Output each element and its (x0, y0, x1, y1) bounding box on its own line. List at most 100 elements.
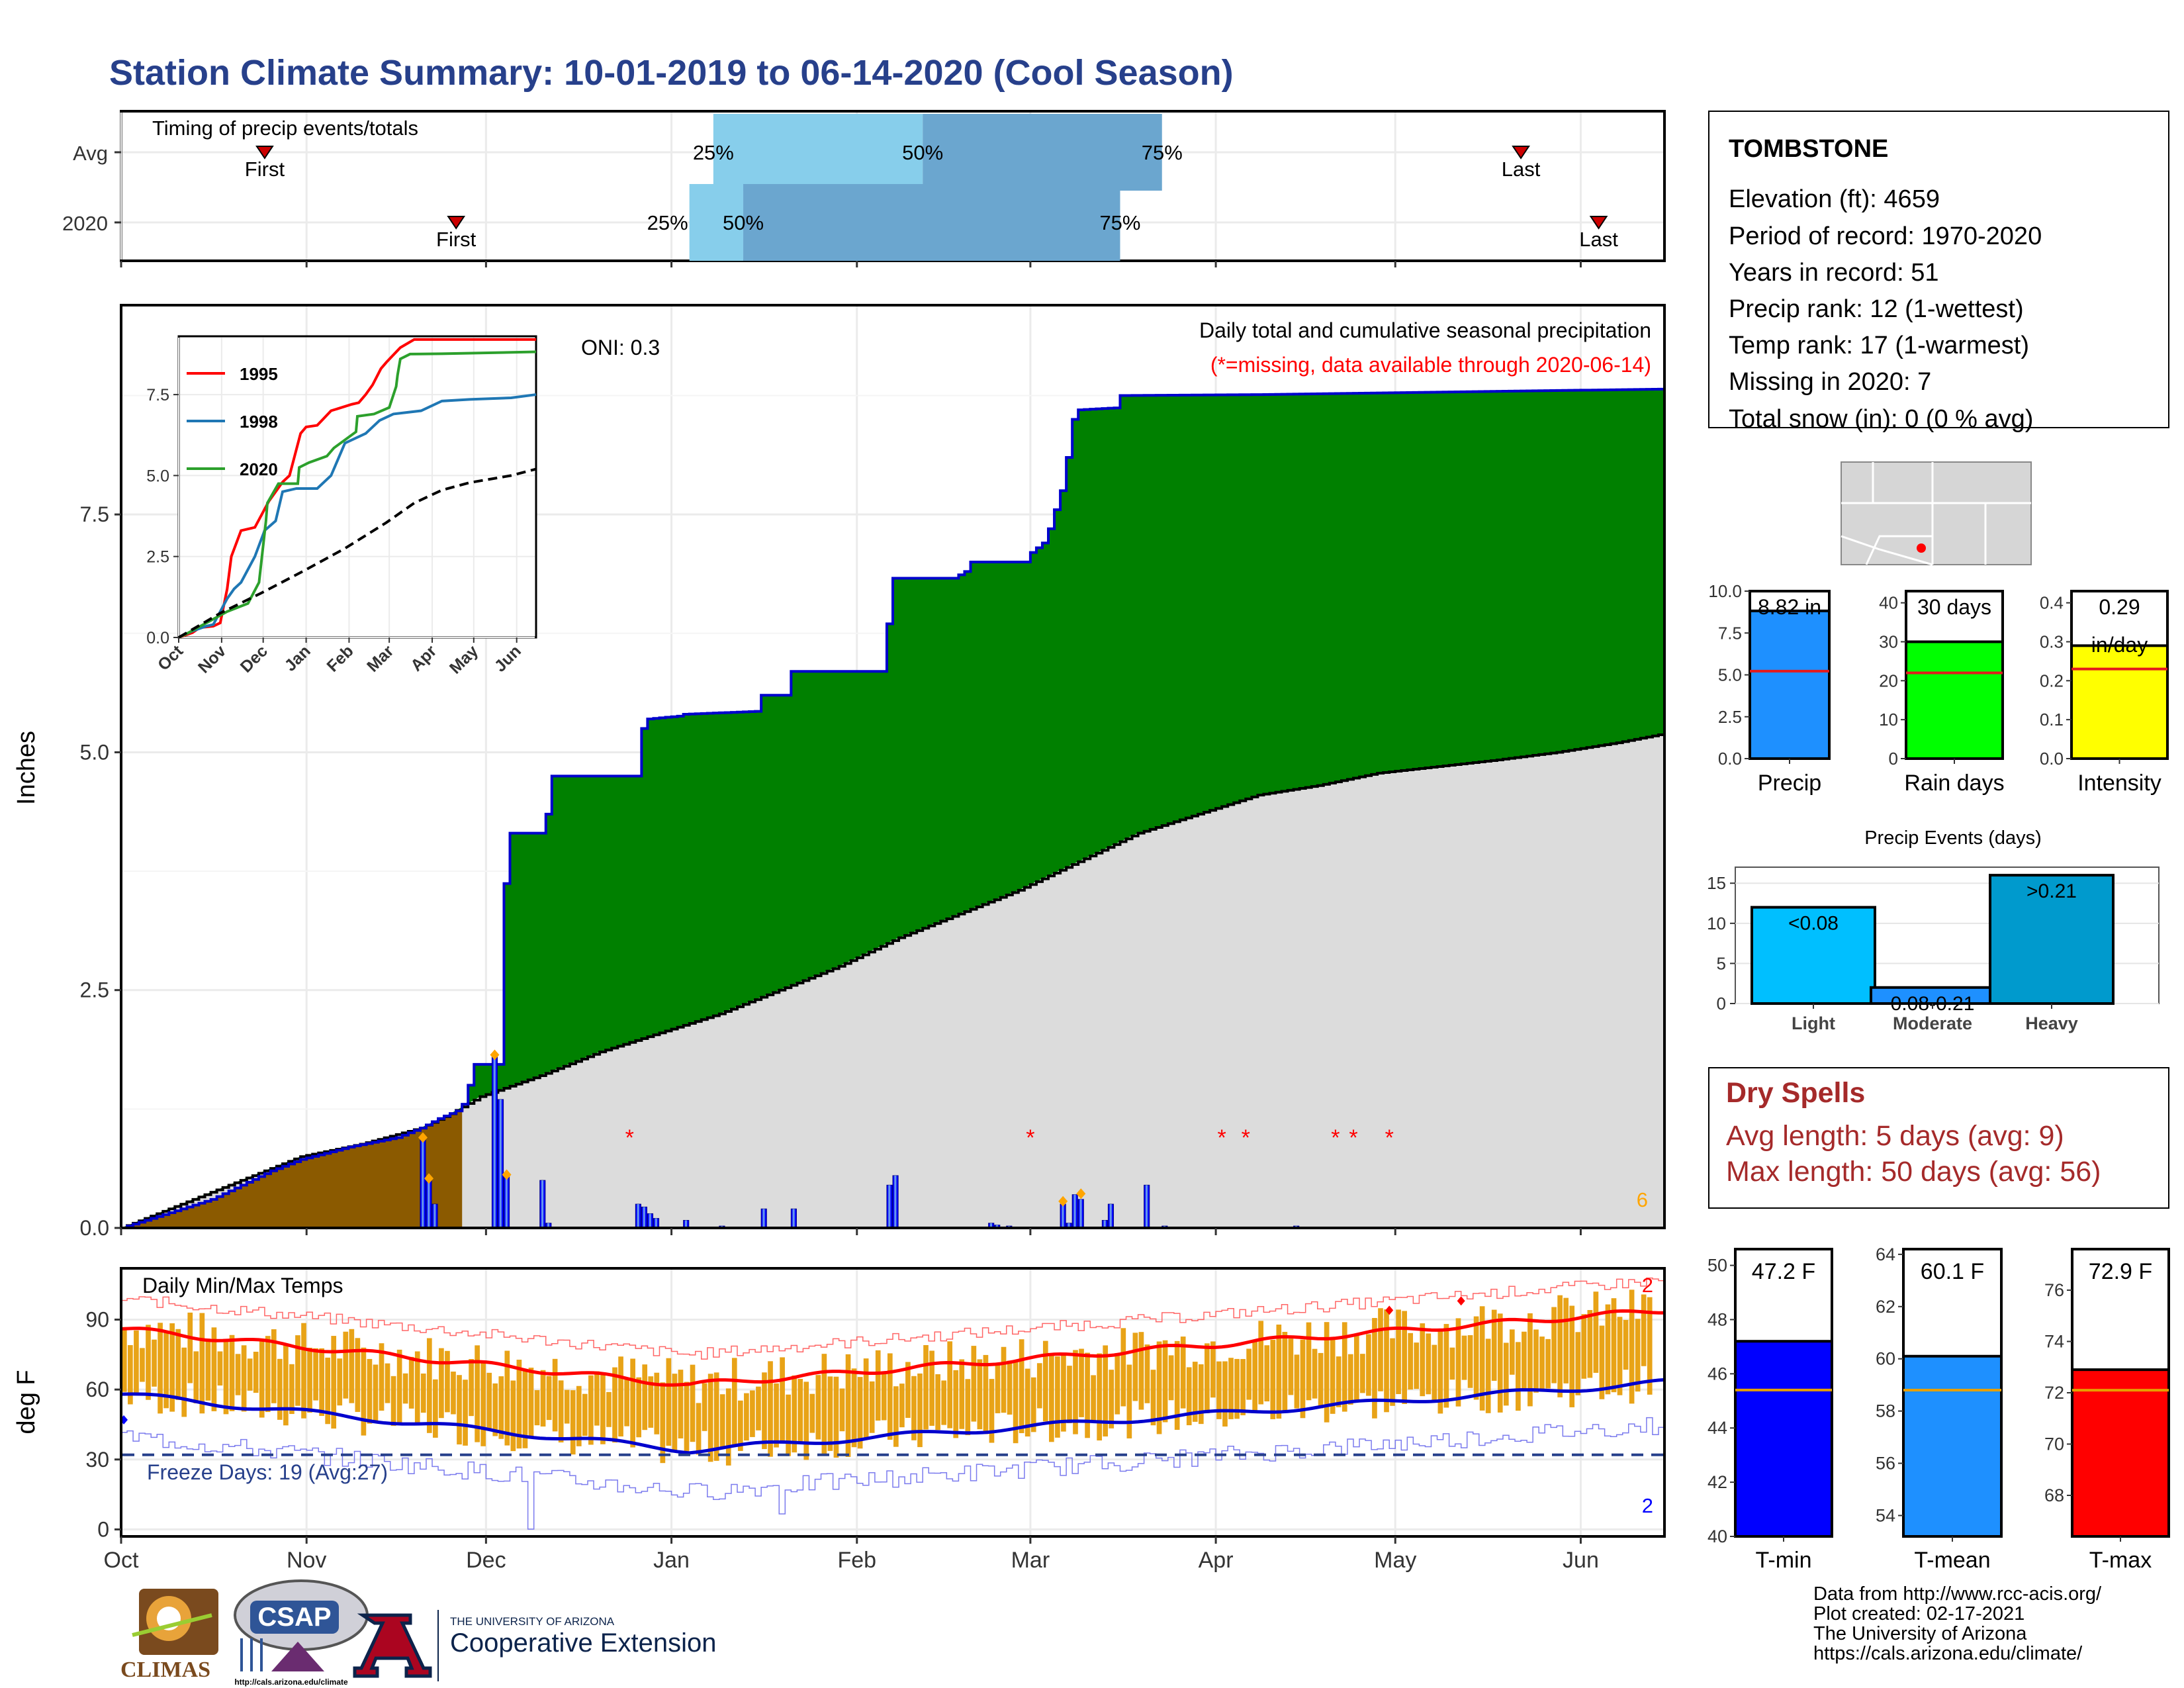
timing-panel-label: Timing of precip events/totals (152, 117, 418, 140)
footer-credits: Data from http://www.rcc-acis.org/ Plot … (1813, 1583, 2102, 1664)
daily-temp-bar (1132, 1333, 1138, 1401)
indicator-label: Rain days (1904, 771, 2004, 796)
indicator-ytick-label: 30 (1879, 632, 1898, 651)
record-high-marker (1457, 1296, 1465, 1306)
daily-temp-bar (558, 1380, 564, 1443)
ua-logo: THE UNIVERSITY OF ARIZONA Cooperative Ex… (353, 1610, 716, 1681)
daily-temp-bar (576, 1385, 582, 1446)
timing-p75-label: 75% (1099, 211, 1140, 234)
temp-summary-value-bar (2071, 1368, 2170, 1538)
climas-logo-text: CLIMAS (120, 1658, 210, 1682)
daily-temp-bar (217, 1351, 223, 1386)
daily-temp-bar (516, 1360, 522, 1449)
daily-temp-bar (630, 1358, 635, 1448)
indicator-ytick-label: 20 (1879, 671, 1898, 690)
inset-legend-2020: 2020 (240, 459, 278, 479)
daily-temp-bar (247, 1358, 253, 1391)
daily-temp-bar (654, 1372, 660, 1434)
temp-summary-label: T-max (2089, 1548, 2152, 1573)
indicator-ytick-label: 2.5 (1718, 707, 1742, 727)
missing-day-marker: * (1331, 1125, 1340, 1150)
daily-temp-bar (690, 1364, 696, 1442)
daily-temp-bar (152, 1339, 157, 1387)
daily-temp-bar (642, 1364, 648, 1430)
daily-precip-bar-highlight (1103, 1220, 1106, 1228)
map-state-boundaries (1841, 462, 2031, 565)
daily-temp-bar (588, 1375, 594, 1445)
indicator-ytick-label: 5.0 (1718, 665, 1742, 685)
daily-temp-bar (1205, 1343, 1210, 1413)
temp-summary-ytick-label: 76 (2044, 1280, 2064, 1300)
daily-temp-bar (935, 1374, 940, 1430)
daily-temp-bar (349, 1329, 355, 1403)
daily-temp-bar (636, 1377, 642, 1438)
station-line-elevation: Elevation (ft): 4659 (1729, 185, 1940, 213)
daily-temp-bar (1408, 1333, 1414, 1390)
daily-temp-bar (1252, 1341, 1258, 1411)
daily-temp-bar (1342, 1322, 1347, 1412)
daily-temp-bar (839, 1388, 845, 1432)
missing-count-label: 6 (1637, 1188, 1648, 1211)
daily-temp-bar (271, 1329, 277, 1403)
daily-temp-bar (277, 1358, 283, 1420)
daily-precip-bar-highlight (541, 1180, 544, 1228)
daily-temp-bar (420, 1373, 426, 1413)
large-event-marker (490, 1049, 500, 1060)
daily-temp-bar (259, 1341, 265, 1418)
large-event-marker (1058, 1196, 1068, 1207)
month-label-nov: Nov (287, 1548, 326, 1573)
missing-day-marker: * (1385, 1125, 1394, 1150)
inset-ytick-label: 5.0 (146, 467, 169, 485)
indicator-label: Precip (1758, 771, 1821, 796)
daily-precip-bar-highlight (989, 1223, 993, 1228)
inset-series-1998 (178, 393, 537, 639)
daily-temp-bar (1330, 1338, 1336, 1414)
daily-temp-bar (1629, 1289, 1635, 1404)
freeze-days-label: Freeze Days: 19 (Avg:27) (147, 1460, 388, 1484)
temp-summary-ytick-label: 72 (2044, 1383, 2064, 1403)
timing-row-avg-label: Avg (73, 142, 108, 165)
daily-temp-bar (1222, 1361, 1228, 1427)
timing-p75-label: 75% (1142, 141, 1183, 164)
inset-ytick-label: 7.5 (146, 386, 169, 404)
temp-summary-label: T-min (1756, 1548, 1812, 1573)
csap-logo: CSAP http://cals.arizona.edu/climate (234, 1579, 369, 1687)
daily-precip-bar-highlight (1062, 1204, 1064, 1228)
daily-temp-bar (1258, 1321, 1264, 1405)
daily-temp-bar (158, 1323, 163, 1414)
daily-temp-bar (163, 1331, 169, 1409)
daily-temp-bar (1420, 1323, 1426, 1397)
daily-temp-bar (911, 1376, 917, 1440)
temps-y-axis-label: deg F (13, 1370, 40, 1434)
temp-summary-ytick-label: 62 (1876, 1297, 1895, 1317)
daily-temp-bar (1503, 1342, 1509, 1406)
daily-temp-bar (1234, 1358, 1240, 1419)
temp-record-count-top: 2 (1642, 1274, 1653, 1297)
daily-temp-bar (1605, 1304, 1611, 1395)
temp-summary-ytick-label: 48 (1707, 1309, 1727, 1329)
daily-temp-bar (713, 1372, 719, 1461)
daily-temp-bar (1539, 1336, 1545, 1392)
timing-last-label: Last (1579, 228, 1618, 251)
daily-temp-bar (433, 1379, 438, 1438)
indicator-value-bar (2070, 644, 2169, 760)
daily-precip-bar-highlight (547, 1223, 550, 1228)
daily-temp-bar (1168, 1355, 1174, 1401)
daily-temp-bar (1485, 1338, 1491, 1413)
station-line-temp-rank: Temp rank: 17 (1-warmest) (1729, 332, 2029, 359)
temp-summary-value-label: 47.2 F (1752, 1259, 1815, 1284)
daily-temp-bar (1186, 1367, 1192, 1426)
daily-temp-bar (1270, 1339, 1276, 1419)
daily-precip-bar-highlight (995, 1225, 999, 1228)
daily-precip-bar-highlight (649, 1213, 651, 1228)
main-ytick-label: 7.5 (80, 502, 109, 526)
missing-data-markers: * * * * * * * (625, 1125, 1394, 1150)
daily-temp-bar (995, 1364, 1001, 1413)
daily-temp-bar (857, 1377, 863, 1449)
timing-bar-25-50 (713, 114, 923, 191)
events-ytick-label: 10 (1707, 914, 1726, 933)
above-normal-precip-area (121, 389, 1664, 1228)
daily-temp-bar (1617, 1317, 1623, 1395)
daily-temp-bar (821, 1354, 827, 1456)
